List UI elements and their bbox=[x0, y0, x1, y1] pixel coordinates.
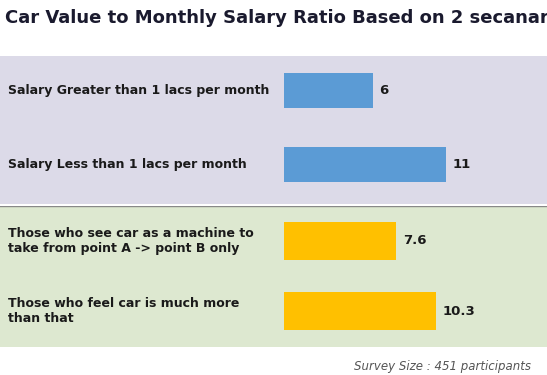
Bar bbox=[284, 222, 397, 260]
Text: 7.6: 7.6 bbox=[403, 234, 427, 247]
Text: 11: 11 bbox=[453, 158, 472, 171]
Text: 6: 6 bbox=[380, 84, 388, 97]
Text: Salary Greater than 1 lacs per month: Salary Greater than 1 lacs per month bbox=[8, 84, 270, 97]
Text: Those who feel car is much more
than that: Those who feel car is much more than tha… bbox=[8, 297, 240, 325]
Text: Survey Size : 451 participants: Survey Size : 451 participants bbox=[353, 360, 531, 373]
Text: Those who see car as a machine to
take from point A -> point B only: Those who see car as a machine to take f… bbox=[8, 227, 254, 255]
Bar bbox=[284, 72, 373, 108]
Text: Car Value to Monthly Salary Ratio Based on 2 secanarios: Car Value to Monthly Salary Ratio Based … bbox=[5, 9, 547, 27]
Bar bbox=[284, 292, 436, 330]
Text: Salary Less than 1 lacs per month: Salary Less than 1 lacs per month bbox=[8, 158, 247, 171]
Bar bbox=[284, 147, 446, 182]
Text: 10.3: 10.3 bbox=[443, 304, 475, 318]
